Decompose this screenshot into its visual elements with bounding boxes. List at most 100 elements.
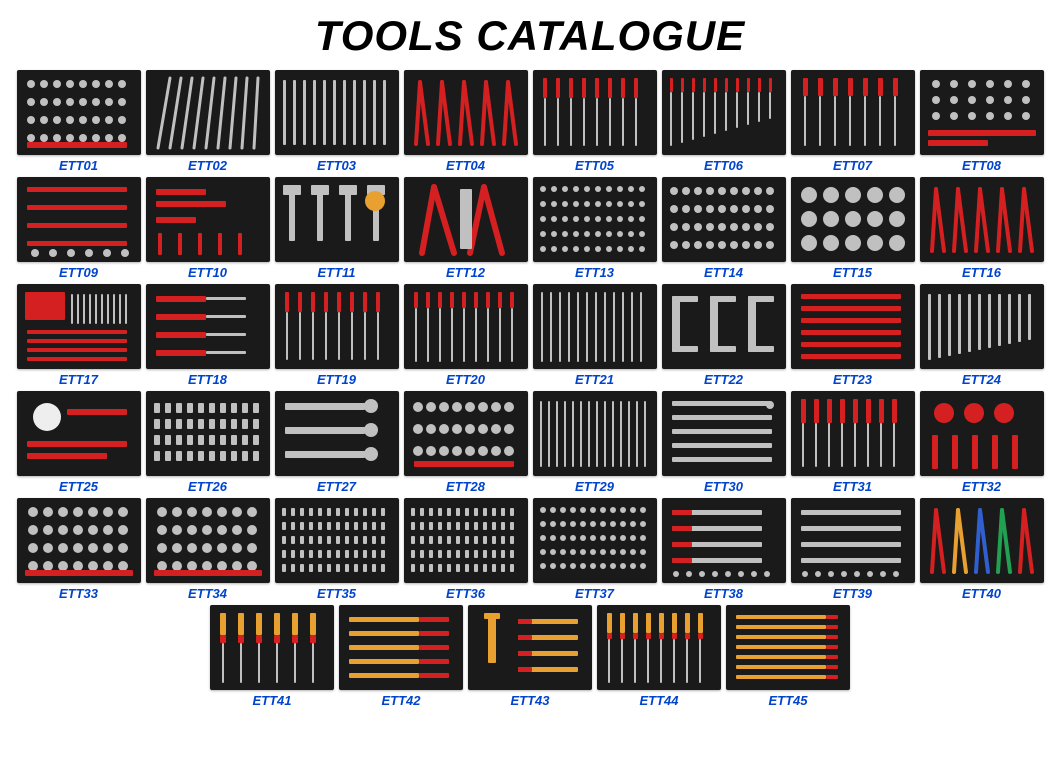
tray-thumbnail bbox=[275, 284, 399, 369]
catalogue-card-label: ETT22 bbox=[704, 372, 743, 387]
catalogue-card[interactable]: ETT12 bbox=[404, 177, 528, 280]
catalogue-card-label: ETT38 bbox=[704, 586, 743, 601]
tray-thumbnail bbox=[146, 70, 270, 155]
catalogue-card[interactable]: ETT22 bbox=[662, 284, 786, 387]
tray-thumbnail bbox=[791, 498, 915, 583]
tray-thumbnail bbox=[275, 498, 399, 583]
tray-thumbnail bbox=[920, 498, 1044, 583]
catalogue-card[interactable]: ETT15 bbox=[791, 177, 915, 280]
catalogue-card[interactable]: ETT21 bbox=[533, 284, 657, 387]
catalogue-card[interactable]: ETT09 bbox=[17, 177, 141, 280]
tray-thumbnail bbox=[146, 284, 270, 369]
catalogue-card[interactable]: ETT03 bbox=[275, 70, 399, 173]
catalogue-card[interactable]: ETT19 bbox=[275, 284, 399, 387]
catalogue-card-label: ETT23 bbox=[833, 372, 872, 387]
catalogue-card-label: ETT37 bbox=[575, 586, 614, 601]
catalogue-card[interactable]: ETT43 bbox=[468, 605, 592, 708]
catalogue-card[interactable]: ETT07 bbox=[791, 70, 915, 173]
catalogue-card-label: ETT14 bbox=[704, 265, 743, 280]
tray-thumbnail bbox=[533, 177, 657, 262]
catalogue-card-label: ETT15 bbox=[833, 265, 872, 280]
catalogue-card-label: ETT39 bbox=[833, 586, 872, 601]
catalogue-card-label: ETT16 bbox=[962, 265, 1001, 280]
catalogue-card-label: ETT20 bbox=[446, 372, 485, 387]
catalogue-card[interactable]: ETT39 bbox=[791, 498, 915, 601]
tray-thumbnail bbox=[404, 498, 528, 583]
catalogue-card-label: ETT02 bbox=[188, 158, 227, 173]
catalogue-card[interactable]: ETT18 bbox=[146, 284, 270, 387]
catalogue-card-label: ETT13 bbox=[575, 265, 614, 280]
catalogue-card[interactable]: ETT32 bbox=[920, 391, 1044, 494]
catalogue-card[interactable]: ETT38 bbox=[662, 498, 786, 601]
catalogue-card-label: ETT34 bbox=[188, 586, 227, 601]
catalogue-card[interactable]: ETT01 bbox=[17, 70, 141, 173]
catalogue-card-label: ETT43 bbox=[510, 693, 549, 708]
tray-thumbnail bbox=[17, 391, 141, 476]
catalogue-card-label: ETT32 bbox=[962, 479, 1001, 494]
catalogue-card[interactable]: ETT42 bbox=[339, 605, 463, 708]
tray-thumbnail bbox=[404, 177, 528, 262]
tray-thumbnail bbox=[146, 391, 270, 476]
catalogue-card[interactable]: ETT41 bbox=[210, 605, 334, 708]
catalogue-card[interactable]: ETT34 bbox=[146, 498, 270, 601]
catalogue-card[interactable]: ETT30 bbox=[662, 391, 786, 494]
tray-thumbnail bbox=[275, 391, 399, 476]
tray-thumbnail bbox=[791, 391, 915, 476]
catalogue-card[interactable]: ETT13 bbox=[533, 177, 657, 280]
catalogue-card[interactable]: ETT08 bbox=[920, 70, 1044, 173]
catalogue-card[interactable]: ETT05 bbox=[533, 70, 657, 173]
tray-thumbnail bbox=[404, 70, 528, 155]
catalogue-card[interactable]: ETT25 bbox=[17, 391, 141, 494]
catalogue-card-label: ETT25 bbox=[59, 479, 98, 494]
catalogue-card[interactable]: ETT37 bbox=[533, 498, 657, 601]
tray-thumbnail bbox=[210, 605, 334, 690]
catalogue-card[interactable]: ETT04 bbox=[404, 70, 528, 173]
catalogue-card[interactable]: ETT44 bbox=[597, 605, 721, 708]
catalogue-card[interactable]: ETT26 bbox=[146, 391, 270, 494]
tray-thumbnail bbox=[791, 70, 915, 155]
catalogue-card[interactable]: ETT40 bbox=[920, 498, 1044, 601]
tray-thumbnail bbox=[17, 70, 141, 155]
catalogue-row: ETT33 ETT34 ETT35 ETT36 ETT37 ETT38 ETT39 ETT40 bbox=[16, 498, 1044, 601]
catalogue-row: ETT25 ETT26 ETT27 ETT28 ETT29 ETT30 ETT31 ETT32 bbox=[16, 391, 1044, 494]
catalogue-card-label: ETT29 bbox=[575, 479, 614, 494]
catalogue-card-label: ETT21 bbox=[575, 372, 614, 387]
catalogue-card[interactable]: ETT28 bbox=[404, 391, 528, 494]
catalogue-card[interactable]: ETT14 bbox=[662, 177, 786, 280]
catalogue-card-label: ETT12 bbox=[446, 265, 485, 280]
catalogue-card-label: ETT05 bbox=[575, 158, 614, 173]
catalogue-card-label: ETT28 bbox=[446, 479, 485, 494]
catalogue-card-label: ETT26 bbox=[188, 479, 227, 494]
catalogue-card-label: ETT06 bbox=[704, 158, 743, 173]
catalogue-card[interactable]: ETT02 bbox=[146, 70, 270, 173]
catalogue-card[interactable]: ETT06 bbox=[662, 70, 786, 173]
catalogue-card-label: ETT36 bbox=[446, 586, 485, 601]
catalogue-card[interactable]: ETT31 bbox=[791, 391, 915, 494]
catalogue-card-label: ETT01 bbox=[59, 158, 98, 173]
tray-thumbnail bbox=[17, 498, 141, 583]
tray-thumbnail bbox=[920, 177, 1044, 262]
catalogue-card[interactable]: ETT45 bbox=[726, 605, 850, 708]
catalogue-card[interactable]: ETT35 bbox=[275, 498, 399, 601]
catalogue-row: ETT17 ETT18 ETT19 ETT20 ETT21 ETT22 ETT23 ETT24 bbox=[16, 284, 1044, 387]
tray-thumbnail bbox=[275, 70, 399, 155]
catalogue-card-label: ETT08 bbox=[962, 158, 1001, 173]
tray-thumbnail bbox=[146, 498, 270, 583]
catalogue-card-label: ETT30 bbox=[704, 479, 743, 494]
catalogue-card[interactable]: ETT16 bbox=[920, 177, 1044, 280]
catalogue-card[interactable]: ETT33 bbox=[17, 498, 141, 601]
catalogue-card[interactable]: ETT36 bbox=[404, 498, 528, 601]
catalogue-card[interactable]: ETT10 bbox=[146, 177, 270, 280]
tray-thumbnail bbox=[662, 177, 786, 262]
catalogue-card-label: ETT18 bbox=[188, 372, 227, 387]
catalogue-card[interactable]: ETT23 bbox=[791, 284, 915, 387]
catalogue-card[interactable]: ETT29 bbox=[533, 391, 657, 494]
catalogue-card[interactable]: ETT17 bbox=[17, 284, 141, 387]
catalogue-card[interactable]: ETT11 bbox=[275, 177, 399, 280]
catalogue-card-label: ETT04 bbox=[446, 158, 485, 173]
catalogue-card[interactable]: ETT24 bbox=[920, 284, 1044, 387]
catalogue-card[interactable]: ETT27 bbox=[275, 391, 399, 494]
tray-thumbnail bbox=[920, 391, 1044, 476]
catalogue-card[interactable]: ETT20 bbox=[404, 284, 528, 387]
tray-thumbnail bbox=[920, 70, 1044, 155]
